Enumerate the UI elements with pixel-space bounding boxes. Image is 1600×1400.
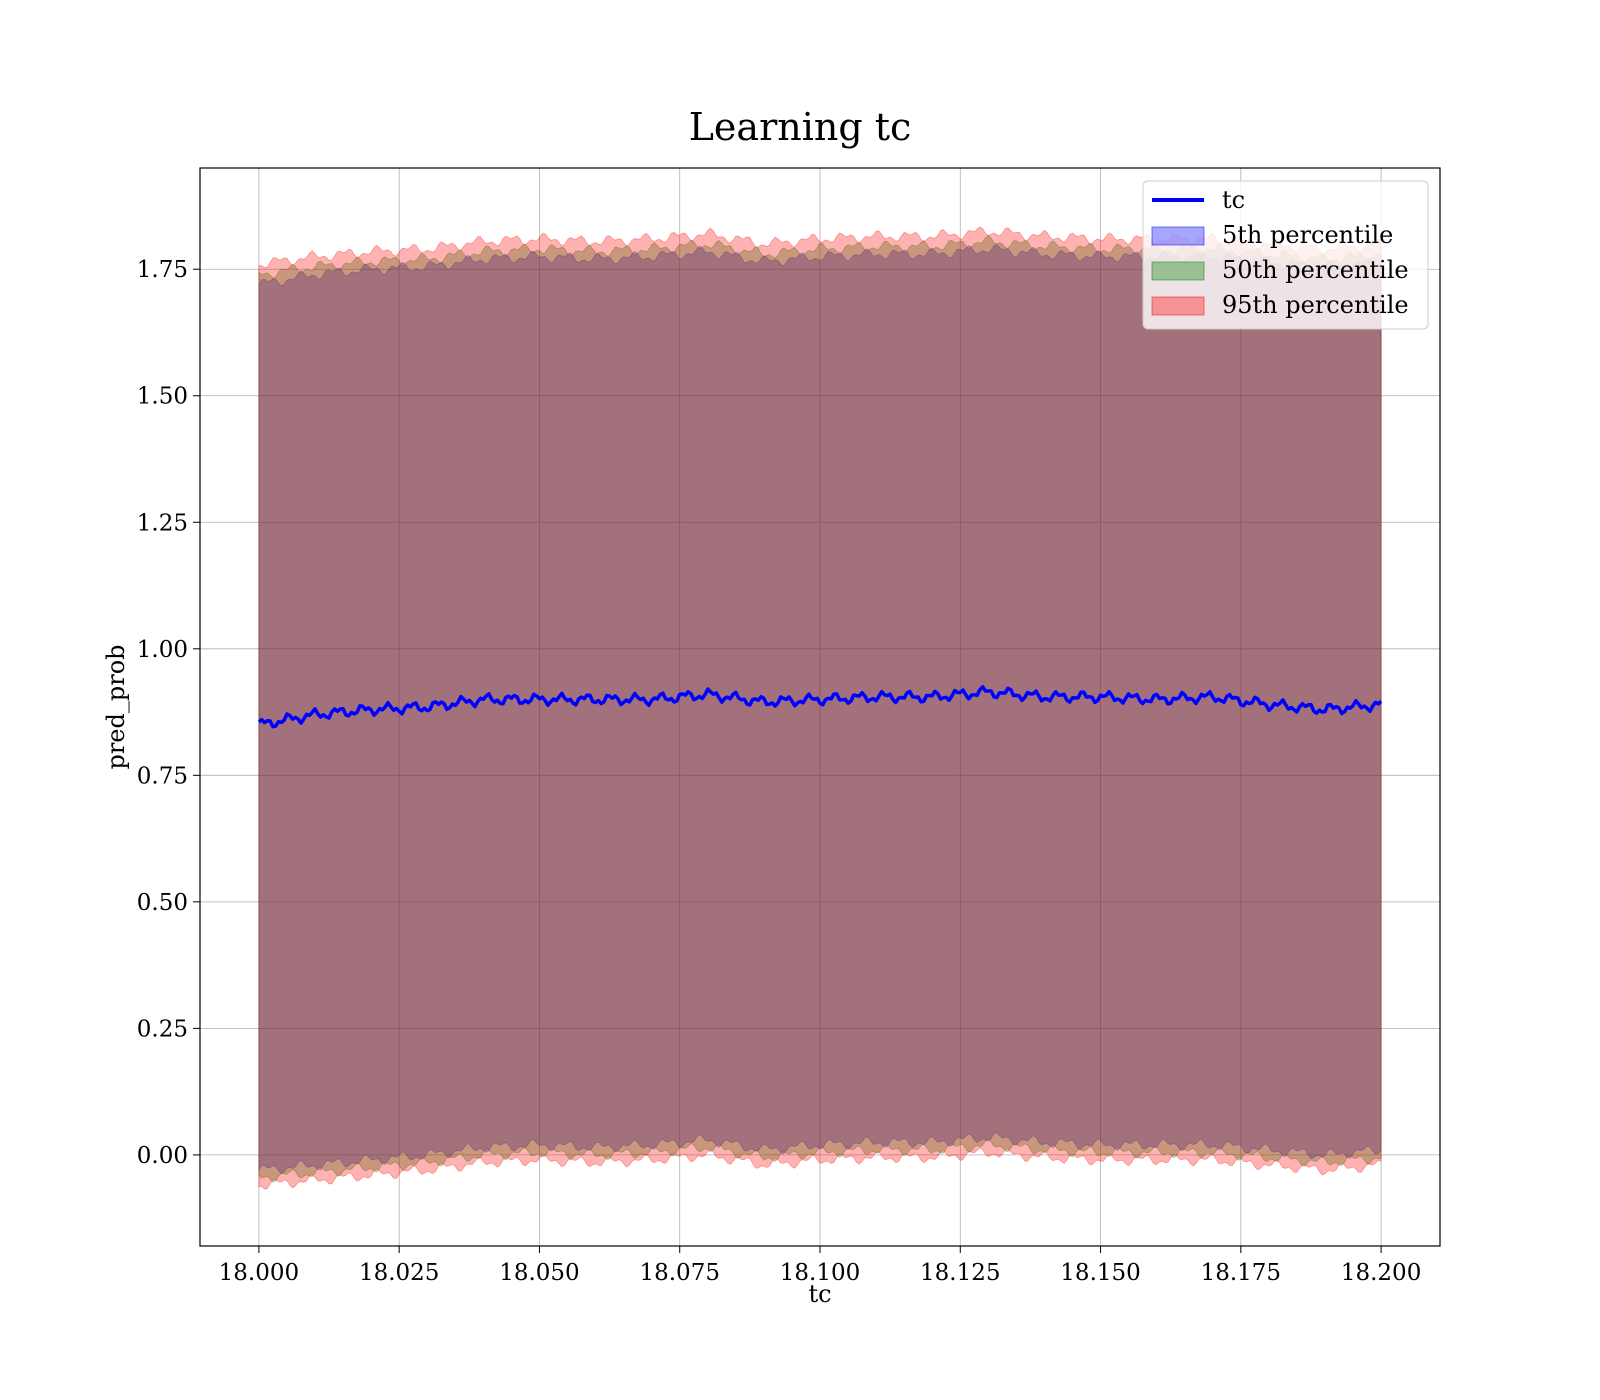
legend-label-5th: 5th percentile xyxy=(1222,221,1393,249)
y-tick-label: 0.50 xyxy=(137,890,188,916)
x-tick-label: 18.025 xyxy=(359,1260,439,1286)
legend-swatch-95th xyxy=(1151,296,1205,316)
legend-label-95th: 95th percentile xyxy=(1222,291,1409,319)
grid xyxy=(200,168,1440,1246)
series-line-tc xyxy=(257,685,1383,729)
x-tick-label: 18.200 xyxy=(1341,1260,1421,1286)
chart-title: Learning tc xyxy=(689,105,912,149)
band-5th-percentile xyxy=(258,243,1382,1175)
x-tick-label: 18.125 xyxy=(920,1260,1000,1286)
y-tick-label: 1.50 xyxy=(137,384,188,410)
y-tick-label: 0.25 xyxy=(137,1016,188,1042)
y-axis-ticks: 0.00 0.25 0.50 0.75 1.00 1.25 1.50 1.75 xyxy=(137,257,200,1169)
x-tick-label: 18.075 xyxy=(639,1260,719,1286)
band-50th-percentile xyxy=(258,234,1382,1183)
series-lines xyxy=(257,685,1383,729)
x-axis-label: tc xyxy=(808,1280,831,1308)
y-tick-label: 0.00 xyxy=(137,1143,188,1169)
legend-label-50th: 50th percentile xyxy=(1222,256,1409,284)
x-tick-label: 18.100 xyxy=(780,1260,860,1286)
y-tick-label: 0.75 xyxy=(137,763,188,789)
legend-swatch-50th xyxy=(1151,261,1205,281)
x-tick-label: 18.150 xyxy=(1060,1260,1140,1286)
y-tick-label: 1.00 xyxy=(137,637,188,663)
y-tick-label: 1.25 xyxy=(137,510,188,536)
legend: tc 5th percentile 50th percentile 95th p… xyxy=(1142,180,1429,330)
x-tick-label: 18.175 xyxy=(1201,1260,1281,1286)
y-tick-label: 1.75 xyxy=(137,257,188,283)
percentile-bands xyxy=(258,226,1382,1190)
legend-swatch-5th xyxy=(1151,226,1205,246)
legend-frame xyxy=(1142,180,1429,330)
x-tick-label: 18.050 xyxy=(499,1260,579,1286)
band-95th-percentile xyxy=(258,226,1382,1190)
y-axis-label: pred_prob xyxy=(102,644,130,769)
x-axis-ticks: 18.000 18.025 18.050 18.075 18.100 18.125 18.1… xyxy=(219,1246,1421,1286)
x-tick-label: 18.000 xyxy=(219,1260,299,1286)
legend-label-tc: tc xyxy=(1222,186,1245,214)
